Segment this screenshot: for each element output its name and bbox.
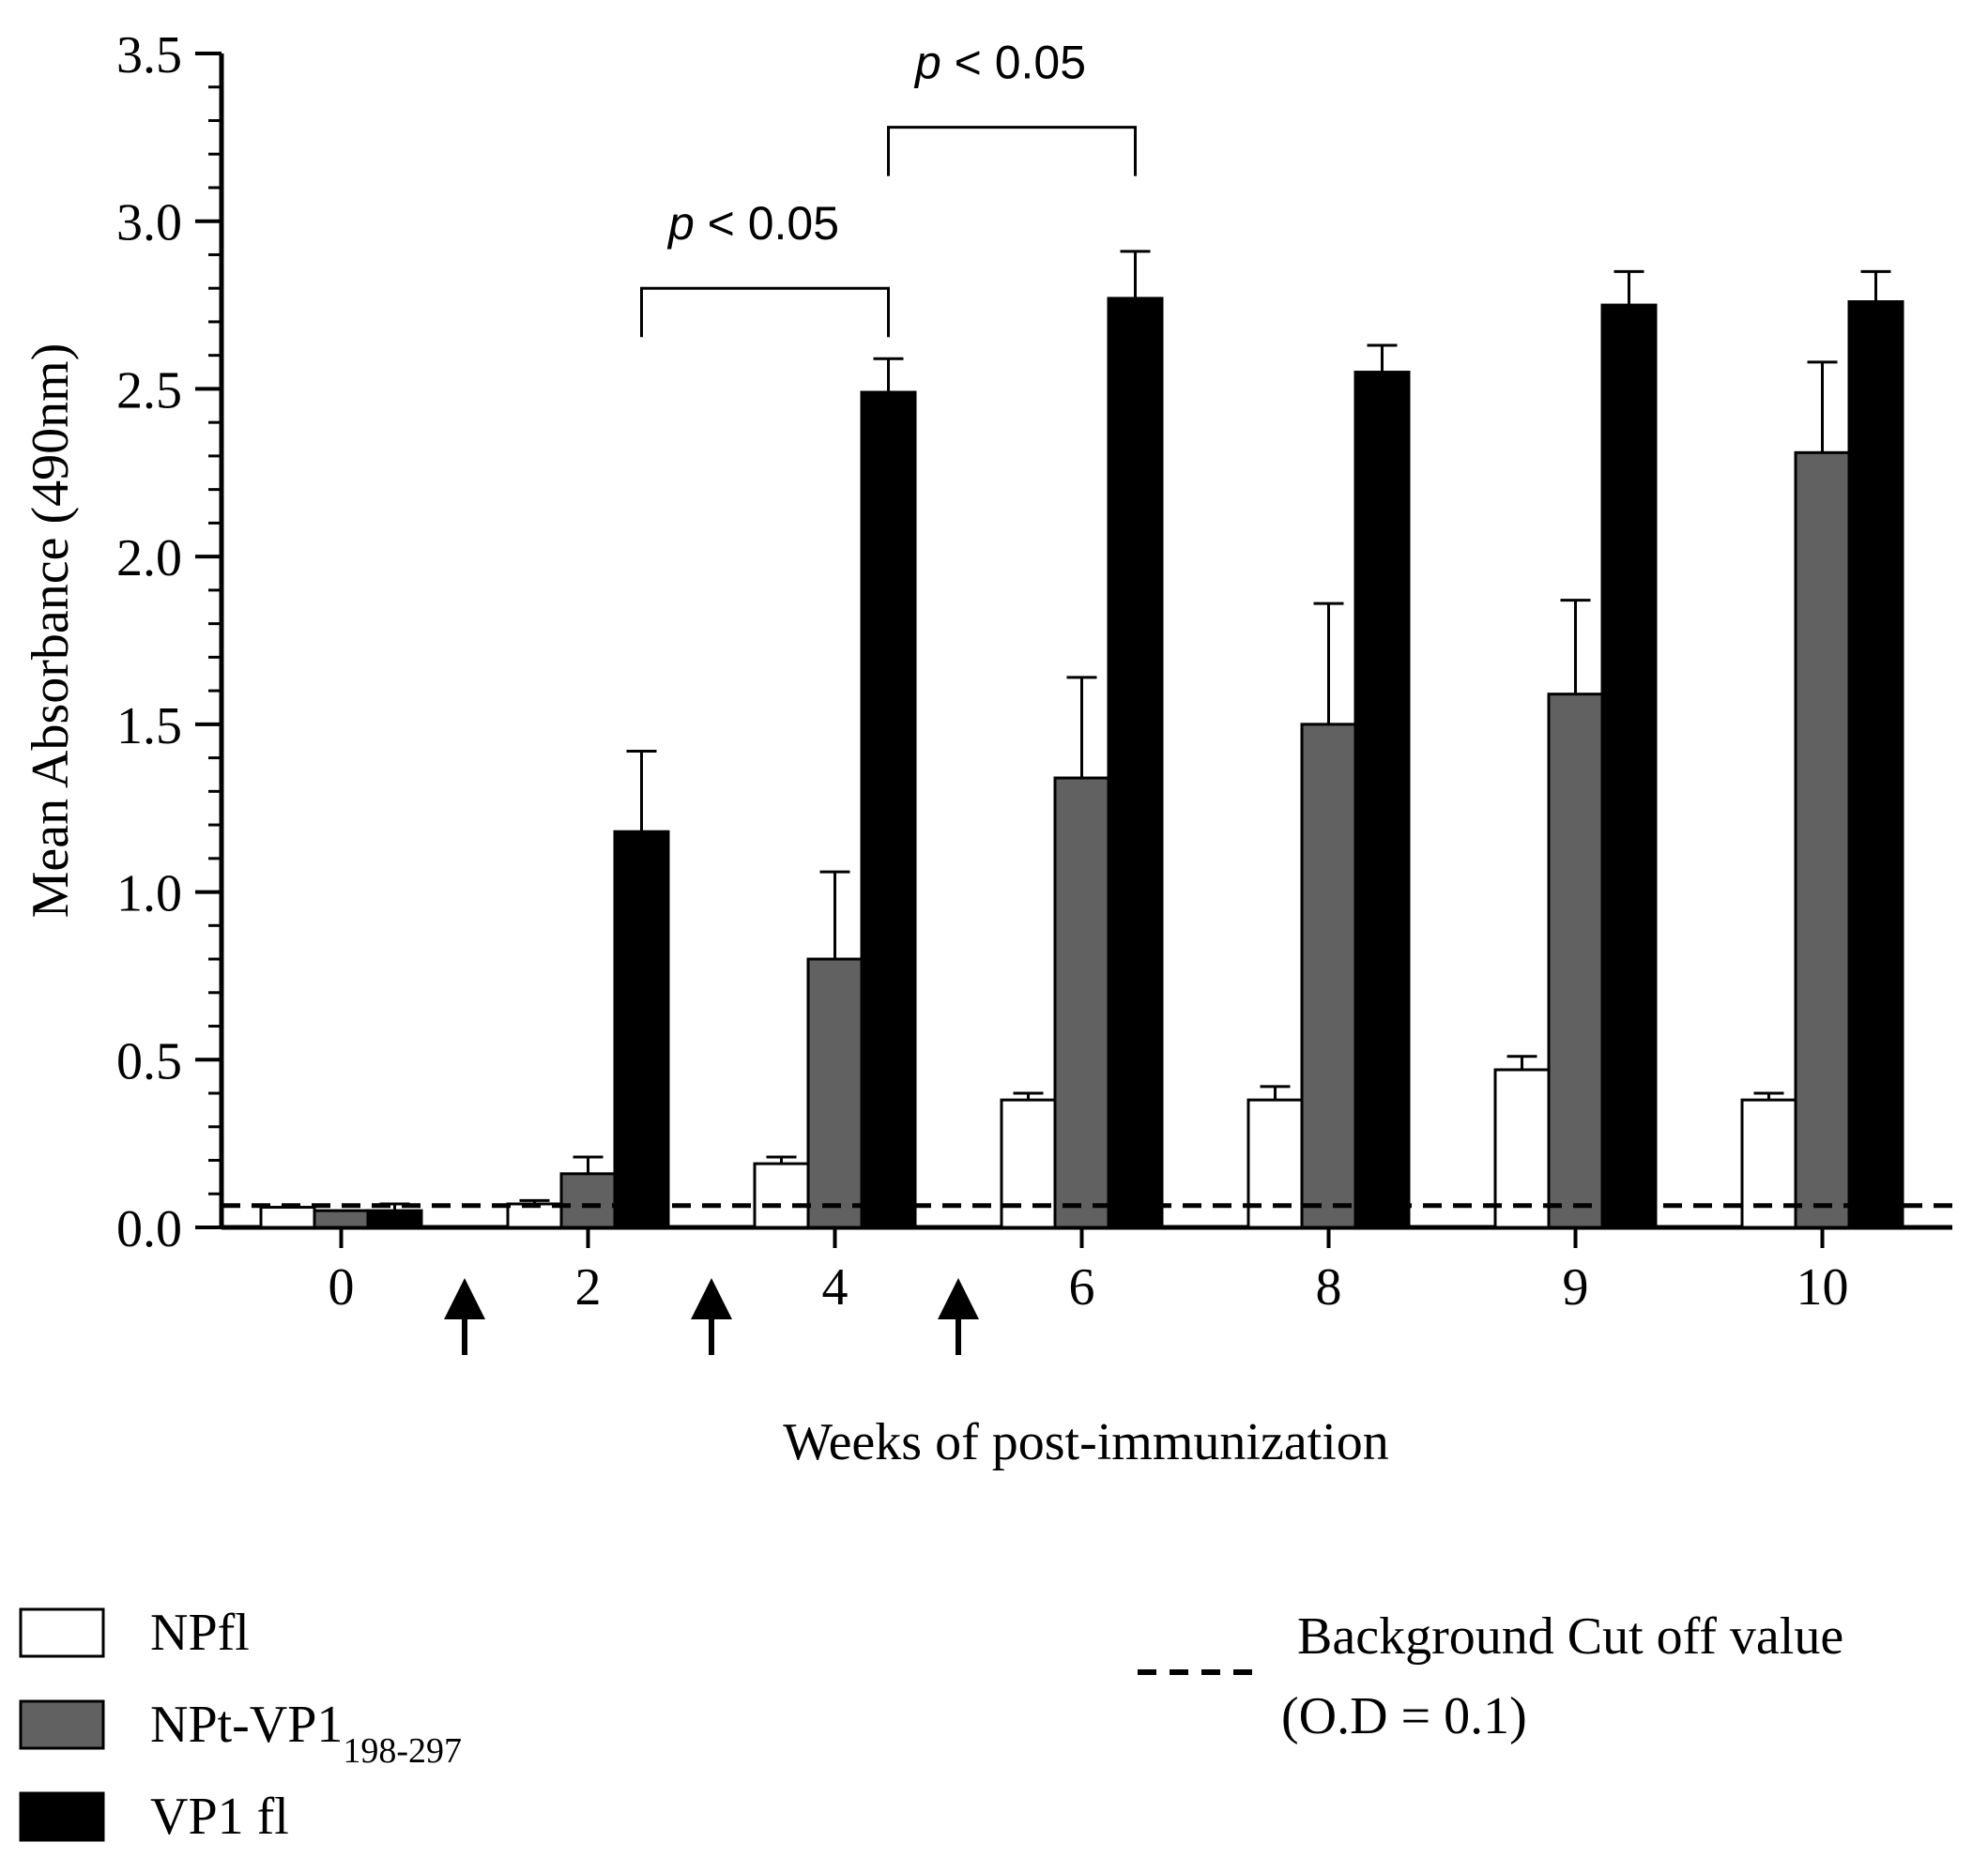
significance-label-value: < 0.05 — [695, 197, 839, 250]
y-tick-label: 2.0 — [116, 529, 182, 587]
bars-layer — [259, 250, 1904, 1229]
significance-bracket: p < 0.05 — [640, 197, 890, 338]
immunization-arrow-icon — [938, 1278, 979, 1355]
y-tick-label: 0.5 — [116, 1032, 182, 1090]
significance-label: p < 0.05 — [666, 197, 839, 250]
annotations-layer: p < 0.05p < 0.05 — [222, 37, 1952, 1355]
bar-npfl — [1740, 1098, 1797, 1229]
bar-npt-vp1 — [806, 957, 864, 1229]
significance-label-value: < 0.05 — [941, 37, 1086, 89]
legend-label-npfl: NPfl — [150, 1604, 250, 1662]
bar-vp1fl — [613, 830, 670, 1229]
bar-vp1fl — [860, 390, 917, 1229]
x-tick-label: 6 — [1069, 1258, 1095, 1317]
y-axis-label: Mean Absorbance (490nm) — [22, 343, 80, 919]
significance-bracket: p < 0.05 — [887, 37, 1137, 176]
bar-npt-vp1 — [1300, 723, 1357, 1229]
bar-vp1fl — [366, 1209, 423, 1229]
axes-layer: 0.0 0.5 1.0 1.5 2.0 2.5 3.0 3.5 0 2 4 6 8 9 10 — [116, 26, 1952, 1317]
immunization-arrow-icon — [444, 1278, 485, 1355]
y-tick-label: 1.0 — [116, 865, 182, 923]
legend: NPfl NPt-VP1198-297 VP1 fl Background Cu… — [19, 1604, 1843, 1846]
bar-vp1fl — [1107, 297, 1164, 1229]
immunization-arrow-icon — [691, 1278, 732, 1355]
bar-vp1fl — [1847, 299, 1904, 1229]
x-tick-label: 4 — [822, 1258, 849, 1317]
legend-cutoff-sublabel: (O.D = 0.1) — [1281, 1687, 1527, 1745]
bar-npfl — [753, 1162, 810, 1229]
x-tick-label: 2 — [575, 1258, 602, 1317]
legend-label-npt-vp1-main: NPt-VP1 — [150, 1696, 343, 1754]
x-tick-label: 0 — [329, 1258, 355, 1317]
legend-label-npt-vp1: NPt-VP1198-297 — [150, 1696, 462, 1771]
bar-vp1fl — [1353, 371, 1411, 1229]
legend-label-npt-vp1-subscript: 198-297 — [343, 1731, 462, 1771]
legend-cutoff-label: Background Cut off value — [1297, 1607, 1843, 1666]
bar-npfl — [1493, 1068, 1551, 1229]
x-axis-label: Weeks of post-immunization — [783, 1413, 1389, 1471]
y-tick-label: 3.0 — [116, 194, 182, 252]
bar-npt-vp1 — [559, 1172, 617, 1229]
y-tick-label: 3.5 — [116, 26, 182, 84]
bar-npt-vp1 — [313, 1209, 370, 1229]
y-tick-label: 2.5 — [116, 361, 182, 419]
bar-npfl — [1246, 1098, 1304, 1229]
significance-label: p < 0.05 — [913, 37, 1086, 89]
bar-npt-vp1 — [1794, 450, 1851, 1229]
y-tick-label: 1.5 — [116, 697, 182, 755]
legend-swatch-vp1fl — [19, 1791, 105, 1842]
bar-npt-vp1 — [1053, 776, 1110, 1229]
bar-npfl — [1000, 1098, 1057, 1229]
bar-npt-vp1 — [1547, 693, 1604, 1229]
significance-label-p: p — [913, 37, 941, 89]
x-tick-label: 8 — [1316, 1258, 1342, 1317]
bar-npfl — [259, 1206, 316, 1229]
x-tick-label: 10 — [1797, 1258, 1849, 1317]
legend-swatch-npt-vp1 — [19, 1699, 105, 1750]
bar-vp1fl — [1600, 303, 1658, 1229]
y-tick-label: 0.0 — [116, 1200, 182, 1258]
legend-swatch-npfl — [19, 1607, 105, 1658]
legend-label-vp1fl: VP1 fl — [150, 1788, 289, 1846]
x-tick-label: 9 — [1563, 1258, 1589, 1317]
significance-label-p: p — [666, 197, 695, 250]
